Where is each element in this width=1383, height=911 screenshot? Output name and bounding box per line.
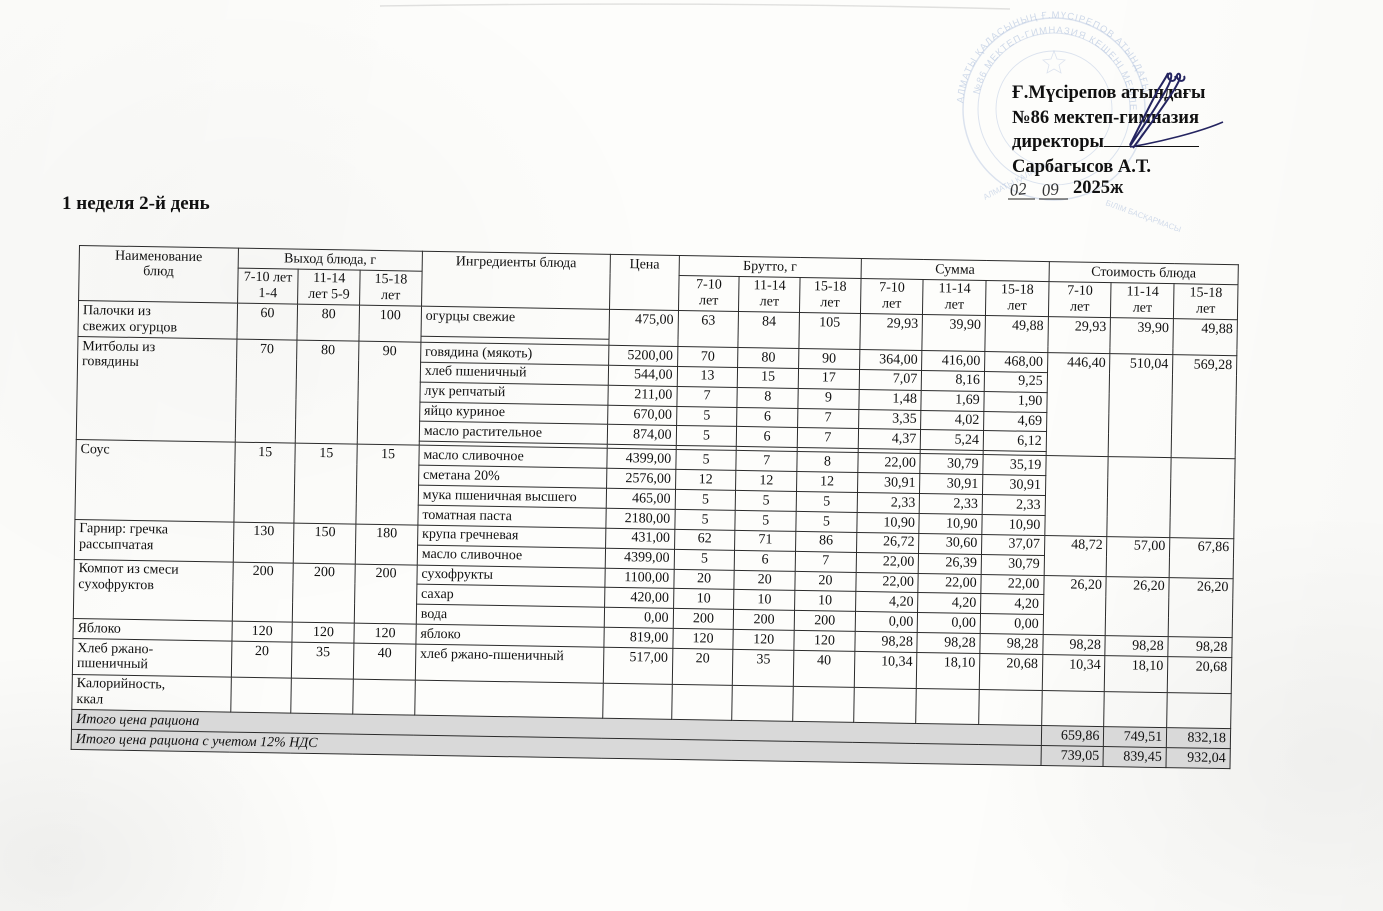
svg-text:02: 02 xyxy=(1009,179,1028,200)
svg-text:09: 09 xyxy=(1041,179,1060,200)
